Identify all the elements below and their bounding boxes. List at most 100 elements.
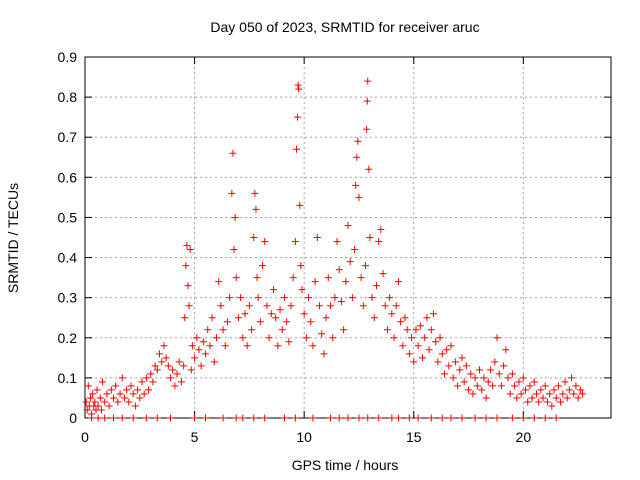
data-point <box>465 386 473 394</box>
data-point <box>563 394 571 402</box>
data-point <box>145 386 153 394</box>
data-point <box>248 326 256 334</box>
data-point <box>519 414 527 422</box>
data-point <box>438 414 446 422</box>
data-point <box>151 362 159 370</box>
data-point <box>362 262 370 270</box>
data-point <box>217 302 225 310</box>
data-point <box>199 338 207 346</box>
data-point <box>443 346 451 354</box>
data-point <box>213 334 220 342</box>
data-point <box>297 262 305 270</box>
data-point <box>427 326 435 334</box>
data-point <box>552 394 560 402</box>
data-point <box>480 374 488 382</box>
data-point <box>458 414 466 422</box>
data-point <box>392 302 400 310</box>
data-point <box>482 394 490 402</box>
data-point <box>83 406 91 414</box>
data-point <box>471 414 479 422</box>
data-point <box>447 414 455 422</box>
data-point <box>508 370 516 378</box>
data-point <box>118 374 126 382</box>
data-point <box>298 286 306 294</box>
data-point <box>197 362 205 370</box>
data-point <box>526 382 534 390</box>
data-point <box>548 402 556 410</box>
data-point <box>381 302 389 310</box>
data-point <box>169 366 177 374</box>
data-point <box>386 294 394 302</box>
data-point <box>324 274 332 282</box>
y-tick-label: 0.2 <box>58 330 78 346</box>
y-tick-label: 0.3 <box>58 290 78 306</box>
data-point <box>519 374 527 382</box>
data-point <box>88 414 96 422</box>
data-point <box>221 342 229 350</box>
data-point <box>543 398 551 406</box>
data-point <box>401 314 409 322</box>
data-point <box>370 314 378 322</box>
data-point <box>337 298 345 306</box>
data-point <box>112 382 120 390</box>
data-point <box>230 246 238 254</box>
data-point <box>191 414 199 422</box>
data-point <box>561 378 569 386</box>
data-point <box>425 346 433 354</box>
data-point <box>436 334 444 342</box>
data-point <box>456 366 464 374</box>
data-points <box>82 77 587 422</box>
data-point <box>125 398 133 406</box>
data-point <box>239 414 247 422</box>
data-point <box>195 346 203 354</box>
data-point <box>313 234 321 241</box>
data-point <box>329 334 337 342</box>
data-point <box>243 342 251 350</box>
data-point <box>96 394 104 402</box>
x-tick-label: 20 <box>516 429 532 445</box>
data-point <box>326 302 334 310</box>
data-point <box>223 318 231 326</box>
data-point <box>184 282 192 290</box>
data-point <box>259 262 267 270</box>
y-tick-label: 0.8 <box>58 89 78 105</box>
data-point <box>239 334 247 342</box>
data-point <box>191 354 199 362</box>
data-point <box>489 382 497 390</box>
data-point <box>269 286 277 294</box>
data-point <box>541 414 549 422</box>
data-point <box>471 374 479 382</box>
data-point <box>565 386 573 394</box>
data-point <box>254 294 262 302</box>
data-point <box>445 362 453 370</box>
data-point <box>462 362 470 370</box>
data-point <box>229 149 237 157</box>
data-point <box>294 81 302 89</box>
data-point <box>89 390 97 398</box>
data-point <box>166 414 174 422</box>
data-point <box>368 294 376 302</box>
data-point <box>451 358 459 366</box>
data-point <box>292 145 300 153</box>
data-point <box>291 414 299 422</box>
data-point <box>530 378 538 386</box>
data-point <box>94 414 102 422</box>
data-point <box>302 334 310 342</box>
data-point <box>158 358 166 366</box>
data-point <box>86 394 94 402</box>
data-point <box>109 414 117 422</box>
data-point <box>231 213 239 221</box>
data-point <box>289 274 297 282</box>
data-point <box>272 314 280 322</box>
data-point <box>94 402 102 410</box>
plot-frame <box>84 56 612 419</box>
y-tick-label: 0.5 <box>58 209 78 225</box>
data-point <box>546 390 554 398</box>
data-point <box>340 326 348 334</box>
data-point <box>188 342 196 350</box>
data-point <box>532 390 540 398</box>
data-point <box>517 390 525 398</box>
data-point <box>153 414 161 422</box>
data-point <box>440 370 448 378</box>
